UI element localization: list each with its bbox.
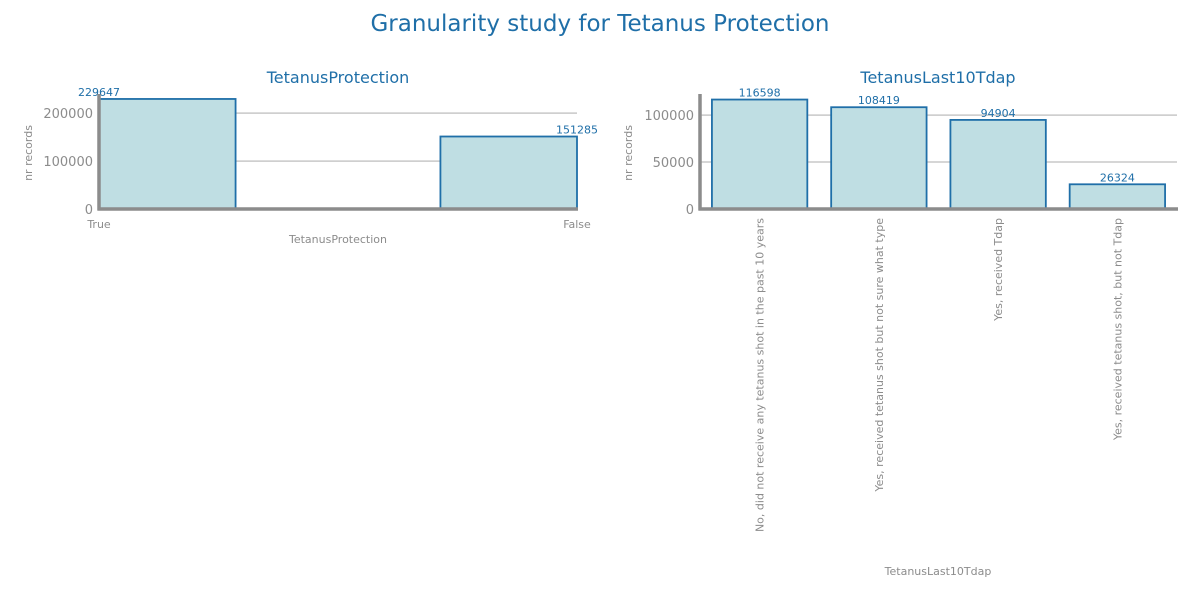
x-axis-label: TetanusLast10Tdap: [884, 565, 992, 578]
x-ticks: No, did not receive any tetanus shot in …: [754, 218, 1125, 532]
data-label: 229647: [78, 86, 120, 99]
x-ticks: True False: [86, 218, 591, 231]
data-labels: 229647 151285: [78, 86, 598, 137]
y-tick-label: 200000: [43, 107, 93, 122]
bars: [98, 98, 578, 210]
axes: [97, 94, 578, 211]
x-tick-label: Yes, received tetanus shot but not sure …: [873, 218, 886, 493]
data-label: 151285: [556, 124, 598, 137]
bar: [711, 98, 809, 210]
y-tick-label: 100000: [43, 155, 93, 170]
bar: [830, 106, 928, 210]
bar: [439, 135, 578, 210]
data-label: 94904: [981, 107, 1016, 120]
y-tick-label: 0: [686, 203, 694, 218]
x-tick-label: True: [86, 218, 111, 231]
bar: [949, 119, 1047, 210]
y-ticks: 0 100000 200000: [43, 107, 93, 218]
data-labels: 116598 108419 94904 26324: [739, 87, 1135, 185]
chart-title: TetanusLast10Tdap: [859, 68, 1015, 87]
y-axis-label: nr records: [22, 125, 35, 181]
chart-tetanus-protection: TetanusProtection TetanusProtection nr r…: [22, 68, 598, 246]
x-axis-label: TetanusProtection: [288, 233, 387, 246]
bars: [711, 98, 1166, 210]
bar: [98, 98, 237, 210]
data-label: 116598: [739, 87, 781, 100]
y-ticks: 0 50000 100000: [644, 109, 694, 218]
chart-tetanus-last10-tdap: TetanusLast10Tdap TetanusLast10Tdap nr r…: [622, 68, 1178, 578]
axes: [698, 94, 1178, 211]
x-tick-label: Yes, received tetanus shot, but not Tdap: [1111, 218, 1124, 441]
y-tick-label: 100000: [644, 109, 694, 124]
y-tick-label: 50000: [653, 156, 694, 171]
data-label: 26324: [1100, 171, 1135, 184]
y-axis-label: nr records: [622, 125, 635, 181]
x-tick-label: No, did not receive any tetanus shot in …: [754, 218, 767, 532]
chart-title: TetanusProtection: [266, 68, 410, 87]
y-tick-label: 0: [85, 203, 93, 218]
x-tick-label: Yes, received Tdap: [992, 218, 1005, 322]
bar: [1068, 183, 1166, 210]
x-tick-label: False: [563, 218, 591, 231]
figure-title: Granularity study for Tetanus Protection: [370, 11, 829, 37]
data-label: 108419: [858, 94, 900, 107]
